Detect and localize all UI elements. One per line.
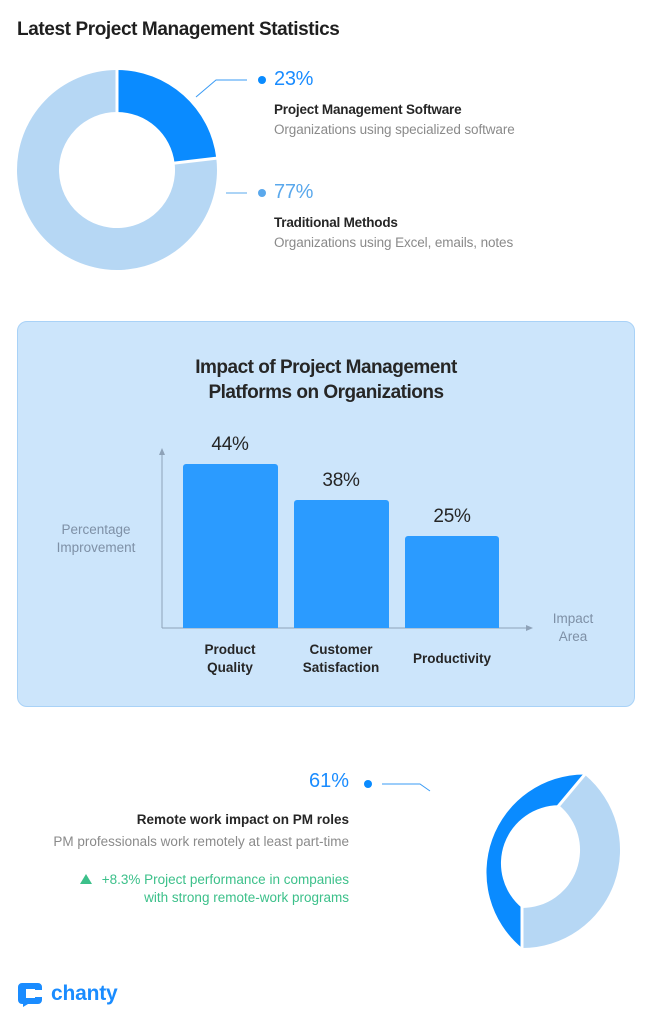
stat-traditional: 77% Traditional Methods Organizations us… xyxy=(274,181,513,250)
brand-name: chanty xyxy=(51,982,118,1005)
category-line: Productivity xyxy=(412,651,491,666)
bar-product-quality xyxy=(183,464,278,628)
category-line: Customer xyxy=(309,642,373,657)
y-axis-label-line: Improvement xyxy=(56,540,136,555)
leader-line-61 xyxy=(382,783,431,792)
bar-customer-satisfaction xyxy=(294,500,389,628)
bar-value-product-quality: 44% xyxy=(211,434,249,455)
category-product-quality: Product Quality xyxy=(165,641,295,677)
donut-segment-other xyxy=(522,774,621,948)
x-axis-label: Impact Area xyxy=(538,610,608,646)
brand-logo[interactable]: chanty xyxy=(17,981,118,1007)
leader-line-23 xyxy=(195,79,247,98)
category-productivity: Productivity xyxy=(387,650,517,668)
stat-label: Traditional Methods xyxy=(274,215,398,230)
top-donut-chart xyxy=(16,68,219,270)
stat-description: Organizations using specialized software xyxy=(274,122,515,137)
trend-line2: with strong remote-work programs xyxy=(144,890,349,905)
stat-description: Organizations using Excel, emails, notes xyxy=(274,235,514,250)
remote-description: PM professionals work remotely at least … xyxy=(53,834,349,849)
page-title: Latest Project Management Statistics xyxy=(17,19,340,40)
remote-title: Remote work impact on PM roles xyxy=(136,812,349,827)
x-axis-label-line: Impact xyxy=(552,611,594,626)
category-customer-satisfaction: Customer Satisfaction xyxy=(276,641,406,677)
trend-up-triangle-icon xyxy=(79,874,92,884)
y-axis-arrow-icon xyxy=(159,448,165,455)
bullet-23 xyxy=(258,76,266,84)
stat-percent: 77% xyxy=(274,181,314,203)
trend-line1: +8.3% Project performance in companies xyxy=(101,872,349,887)
chanty-logo-icon xyxy=(18,983,42,1007)
y-axis-label: Percentage Improvement xyxy=(46,521,146,557)
bar-chart-axes xyxy=(159,448,533,631)
x-axis-label-line: Area xyxy=(558,629,588,644)
bar-value-customer-satisfaction: 38% xyxy=(322,470,360,491)
remote-trend: +8.3% Project performance in companies w… xyxy=(79,871,349,907)
donut-segment-remote xyxy=(486,774,585,948)
stat-label: Project Management Software xyxy=(274,102,462,117)
bullet-61 xyxy=(364,780,372,788)
category-line: Product xyxy=(204,642,256,657)
chart-title-line1: Impact of Project Management xyxy=(195,357,457,378)
chart-title-line2: Platforms on Organizations xyxy=(208,382,444,403)
stat-percent: 23% xyxy=(274,68,314,90)
y-axis-label-line: Percentage xyxy=(61,522,131,537)
donut-segment-pm-software xyxy=(117,70,217,164)
bar-value-productivity: 25% xyxy=(433,506,471,527)
bar-productivity xyxy=(405,536,499,628)
remote-percent: 61% xyxy=(309,770,350,792)
x-axis-arrow-icon xyxy=(526,625,533,631)
category-line: Quality xyxy=(207,660,253,675)
impact-chart-card: Impact of Project Management Platforms o… xyxy=(17,321,635,707)
bullet-77 xyxy=(258,189,266,197)
chart-title: Impact of Project Management Platforms o… xyxy=(18,355,634,405)
donut-segment-traditional xyxy=(16,70,217,270)
remote-donut-chart xyxy=(486,772,621,950)
stat-pm-software: 23% Project Management Software Organiza… xyxy=(274,68,515,137)
category-line: Satisfaction xyxy=(302,660,380,675)
